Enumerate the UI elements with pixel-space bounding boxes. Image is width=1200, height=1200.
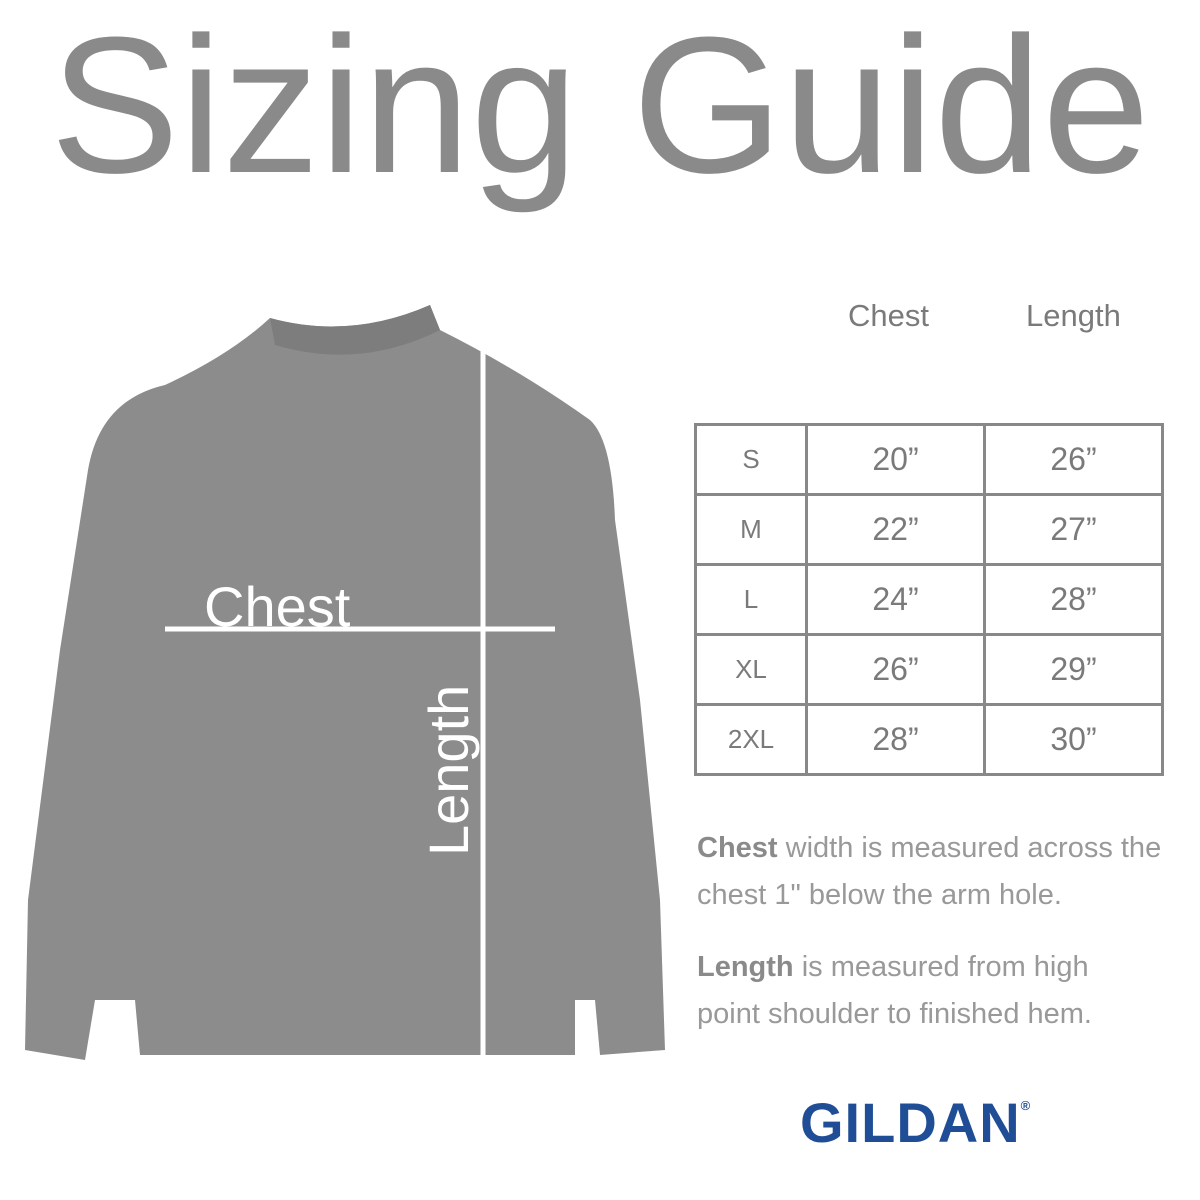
brand-name: GILDAN — [800, 1091, 1021, 1154]
size-cell: XL — [694, 633, 808, 706]
chest-cell: 26” — [805, 633, 986, 706]
chest-label: Chest — [204, 575, 351, 638]
sweatshirt-diagram: Chest Length — [25, 305, 665, 1060]
length-cell: 26” — [983, 423, 1164, 496]
table-row: XL 26” 29” — [694, 633, 1164, 706]
sweatshirt-image — [25, 305, 665, 1060]
size-cell: 2XL — [694, 703, 808, 776]
length-label: Length — [417, 685, 480, 856]
length-note-text: is measured from high point shoulder to … — [697, 951, 1092, 1030]
length-cell: 30” — [983, 703, 1164, 776]
chest-note: Chest width is measured across the chest… — [697, 825, 1167, 919]
length-column-header: Length — [1026, 298, 1121, 333]
table-row: S 20” 26” — [694, 423, 1164, 496]
size-cell: M — [694, 493, 808, 566]
table-row: L 24” 28” — [694, 563, 1164, 636]
length-cell: 29” — [983, 633, 1164, 706]
registered-mark: ® — [1020, 1098, 1032, 1113]
chest-note-text: width is measured across the chest 1" be… — [697, 832, 1162, 911]
length-cell: 28” — [983, 563, 1164, 636]
length-cell: 27” — [983, 493, 1164, 566]
size-cell: S — [694, 423, 808, 496]
size-cell: L — [694, 563, 808, 636]
sweatshirt-collar — [270, 305, 440, 355]
chest-cell: 20” — [805, 423, 986, 496]
gildan-logo: GILDAN® — [800, 1090, 1031, 1155]
size-table: S 20” 26” M 22” 27” L 24” 28” XL 26” 29” 2XL 28” 3… — [694, 423, 1164, 776]
chest-cell: 24” — [805, 563, 986, 636]
length-note-term: Length — [697, 951, 794, 983]
table-row: 2XL 28” 30” — [694, 703, 1164, 776]
chest-column-header: Chest — [848, 298, 929, 333]
page-title: Sizing Guide — [50, 0, 1150, 214]
chest-cell: 22” — [805, 493, 986, 566]
chest-note-term: Chest — [697, 832, 778, 864]
table-row: M 22” 27” — [694, 493, 1164, 566]
chest-cell: 28” — [805, 703, 986, 776]
length-note: Length is measured from high point shoul… — [697, 944, 1157, 1038]
